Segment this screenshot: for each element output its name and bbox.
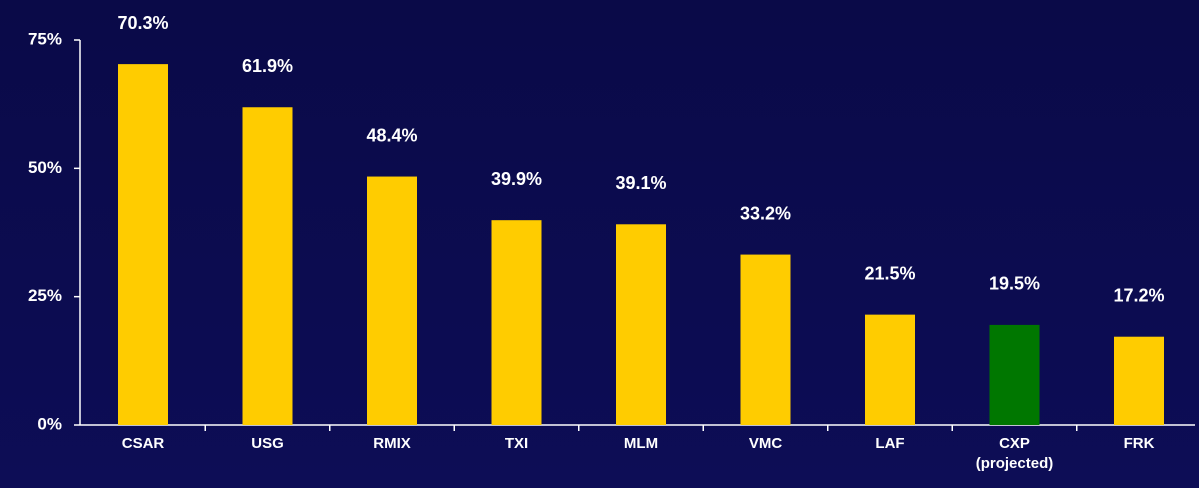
value-label: 19.5% [989, 274, 1040, 294]
value-label: 61.9% [242, 56, 293, 76]
value-label: 70.3% [117, 13, 168, 33]
y-tick-label: 0% [37, 414, 62, 433]
x-tick-label: CXP (projected) [975, 435, 1054, 472]
value-label: 33.2% [740, 203, 791, 223]
bar [865, 314, 915, 425]
bar [491, 220, 542, 425]
value-label: 21.5% [864, 263, 915, 283]
x-tick-label: LAF [875, 435, 905, 452]
x-tick-label: RMIX [373, 435, 411, 452]
bar [1114, 336, 1164, 425]
value-label: 17.2% [1113, 285, 1164, 305]
x-tick-label: FRK [1123, 435, 1155, 452]
y-tick-label: 50% [28, 158, 62, 177]
y-tick-label: 25% [28, 286, 62, 305]
x-tick-label: CSAR [121, 435, 165, 452]
bar [989, 324, 1040, 425]
x-tick-label: VMC [748, 435, 783, 452]
y-tick-label: 75% [28, 29, 62, 48]
x-tick-label: TXI [504, 435, 529, 452]
value-label: 39.1% [615, 173, 666, 193]
x-tick-label: MLM [623, 435, 659, 452]
bar [616, 224, 666, 425]
bar [242, 107, 293, 425]
x-tick-label: USG [251, 435, 284, 452]
value-label: 39.9% [491, 169, 542, 189]
bar [367, 176, 417, 425]
bar [118, 64, 168, 426]
value-label: 48.4% [366, 125, 417, 145]
bar [740, 254, 791, 425]
